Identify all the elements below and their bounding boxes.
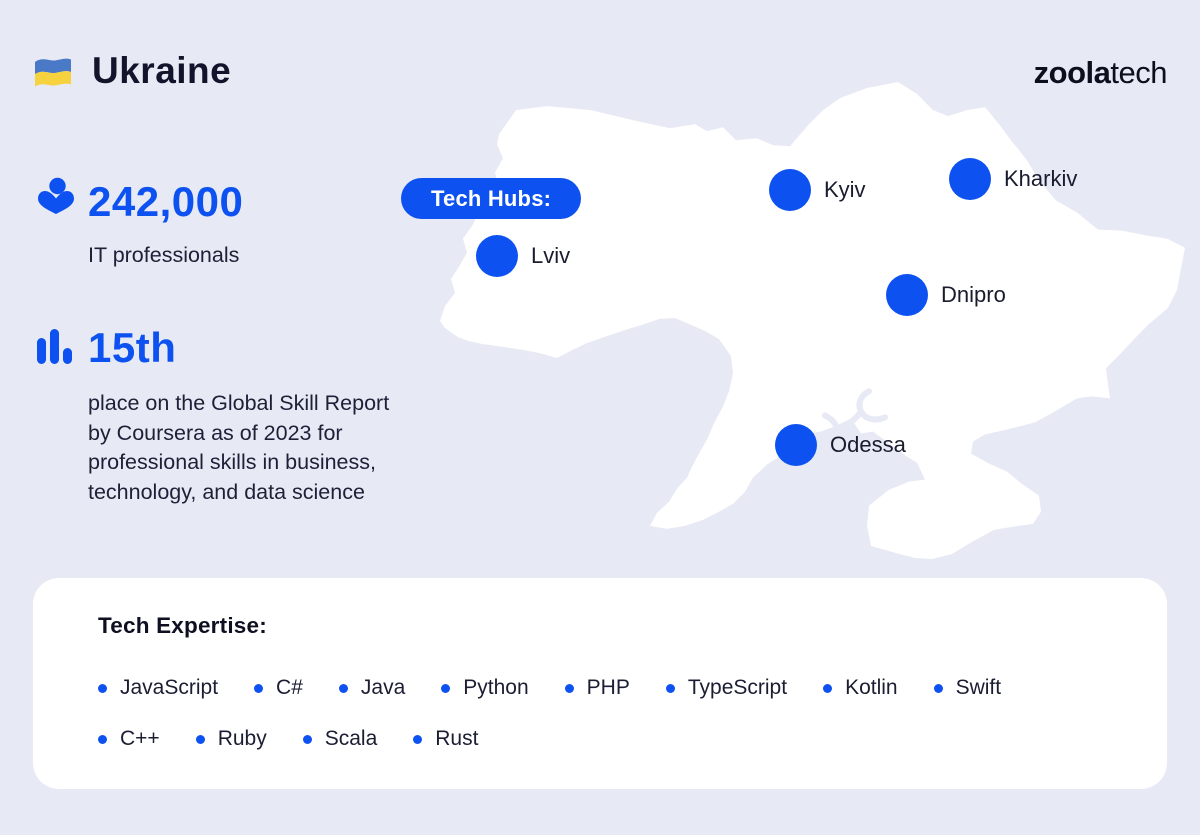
bullet-dot-icon <box>195 734 205 744</box>
city-dot-icon <box>476 235 518 277</box>
ranking-bars-icon <box>37 329 72 364</box>
bullet-dot-icon <box>823 683 833 693</box>
skill-label: Ruby <box>217 727 267 750</box>
city-dot-icon <box>769 169 811 211</box>
bullet-dot-icon <box>254 683 264 693</box>
tech-expertise-card: Tech Expertise: JavaScript C# Java Python PH… <box>33 578 1167 789</box>
city-label: Odessa <box>830 432 906 457</box>
skills-list: JavaScript C# Java Python PHP TypeScript Kotli… <box>98 676 1001 751</box>
skill-label: Rust <box>435 727 479 750</box>
logo-light-part: tech <box>1110 55 1167 90</box>
skill-label: C++ <box>120 727 160 750</box>
skill-label: PHP <box>586 676 630 699</box>
it-professionals-label: IT professionals <box>88 243 240 267</box>
skill-label: TypeScript <box>687 676 788 699</box>
ukraine-flag-icon <box>35 58 71 87</box>
skill-label: Swift <box>955 676 1002 699</box>
city-marker-kharkiv: Kharkiv <box>949 158 1077 200</box>
skill-label: JavaScript <box>120 676 219 699</box>
skill-item: Python <box>441 676 529 700</box>
bullet-dot-icon <box>302 734 312 744</box>
city-marker-kyiv: Kyiv <box>769 169 866 211</box>
tech-expertise-heading: Tech Expertise: <box>98 613 267 638</box>
coursera-rank-description: place on the Global Skill Report by Cour… <box>88 391 390 504</box>
skill-item: Kotlin <box>823 676 898 700</box>
skill-label: Scala <box>324 727 378 750</box>
skill-label: Python <box>463 676 529 699</box>
skill-label: C# <box>276 676 303 699</box>
dnipro-estuary-river <box>822 388 888 441</box>
skill-item: C++ <box>98 727 160 751</box>
skill-item: C# <box>254 676 303 700</box>
page-title: Ukraine <box>92 50 232 91</box>
zoolatech-logo: zoolatech <box>1033 55 1168 91</box>
it-professionals-icon <box>38 177 74 214</box>
skill-item: Swift <box>933 676 1002 700</box>
bullet-dot-icon <box>413 734 423 744</box>
skill-item: Ruby <box>195 727 267 751</box>
city-marker-lviv: Lviv <box>476 235 570 277</box>
bullet-dot-icon <box>665 683 675 693</box>
city-label: Kyiv <box>824 177 866 202</box>
city-marker-odessa: Odessa <box>775 424 906 466</box>
city-label: Kharkiv <box>1004 166 1078 191</box>
city-dot-icon <box>886 274 928 316</box>
bullet-dot-icon <box>441 683 451 693</box>
skill-label: Java <box>360 676 406 699</box>
coursera-rank-value: 15th <box>88 324 177 371</box>
skill-label: Kotlin <box>845 676 898 699</box>
skill-item: PHP <box>564 676 630 700</box>
it-professionals-count: 242,000 <box>88 178 244 225</box>
skill-item: TypeScript <box>665 676 788 700</box>
skill-item: JavaScript <box>98 676 218 700</box>
city-label: Dnipro <box>941 282 1006 307</box>
city-label: Lviv <box>531 243 571 268</box>
bullet-dot-icon <box>338 683 348 693</box>
logo-bold-part: zoola <box>1033 55 1111 90</box>
city-dot-icon <box>949 158 991 200</box>
skill-item: Java <box>338 676 406 700</box>
city-dot-icon <box>775 424 817 466</box>
bullet-dot-icon <box>933 683 943 693</box>
bullet-dot-icon <box>98 734 107 744</box>
skill-item: Rust <box>413 727 478 751</box>
skills-row: C++ Ruby Scala Rust <box>98 727 1001 751</box>
skill-item: Scala <box>302 727 378 751</box>
ukraine-map <box>440 82 1185 559</box>
skills-row: JavaScript C# Java Python PHP TypeScript Kotli… <box>98 676 1001 700</box>
bullet-dot-icon <box>98 683 107 693</box>
bullet-dot-icon <box>564 683 574 693</box>
tech-hubs-badge[interactable]: Tech Hubs: <box>401 178 582 219</box>
city-marker-dnipro: Dnipro <box>886 274 1006 316</box>
